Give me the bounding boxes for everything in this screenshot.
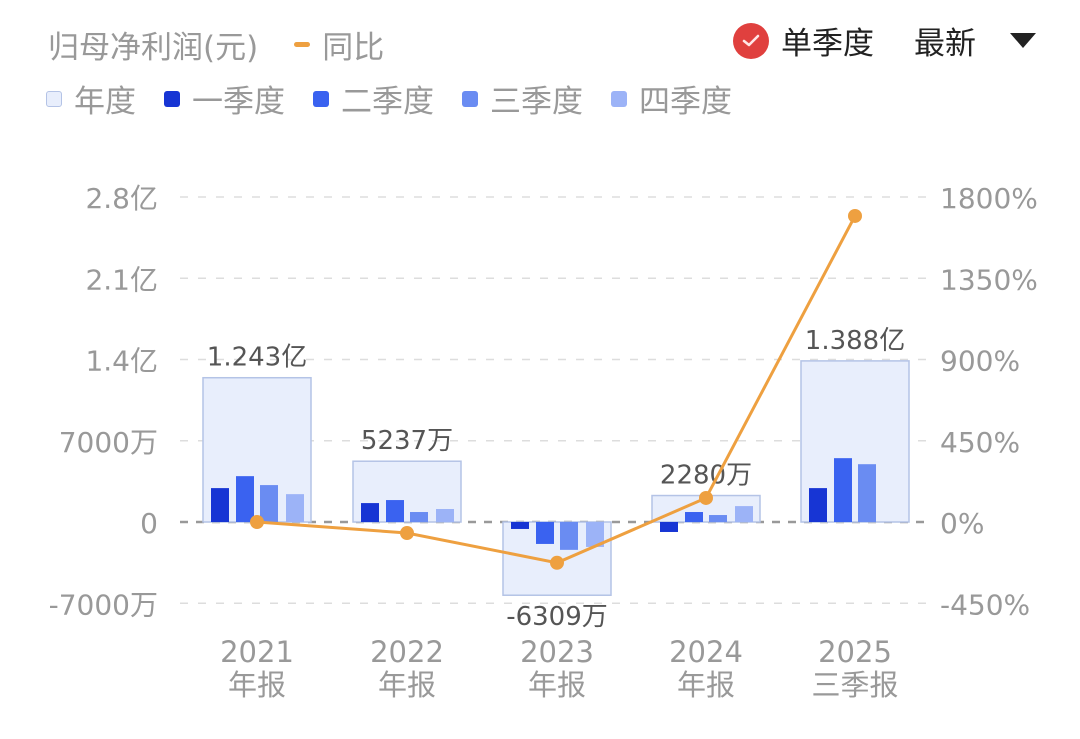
- chart-controls: 单季度 最新: [733, 18, 1036, 63]
- legend-item-q2[interactable]: 二季度: [313, 76, 434, 121]
- line-legend-swatch: [294, 42, 311, 47]
- legend-item-annual[interactable]: 年度: [46, 76, 136, 121]
- line-legend-label[interactable]: 同比: [322, 30, 385, 66]
- x-axis-period: 三季报: [811, 668, 898, 702]
- yoy-point[interactable]: [699, 490, 713, 505]
- dropdown-value: 最新: [914, 26, 976, 62]
- quarter-bar[interactable]: [685, 512, 703, 522]
- quarter-bar[interactable]: [536, 522, 554, 544]
- x-axis-period: 年报: [228, 668, 286, 702]
- quarter-bar[interactable]: [660, 522, 678, 532]
- annual-value-label: 5237万: [361, 426, 453, 456]
- quarter-bar[interactable]: [809, 488, 827, 522]
- legend-swatch: [313, 90, 329, 107]
- quarter-bar[interactable]: [560, 522, 578, 550]
- quarter-bar[interactable]: [286, 494, 304, 522]
- yoy-point[interactable]: [400, 526, 414, 541]
- period-dropdown[interactable]: 最新: [914, 18, 1036, 63]
- chart-header: 归母净利润(元) 同比: [48, 22, 384, 67]
- y2-axis-tick: 0%: [940, 507, 984, 540]
- y-axis-tick: 2.1亿: [85, 263, 158, 296]
- quarter-bar[interactable]: [410, 512, 428, 522]
- y-axis-tick: 2.8亿: [85, 182, 158, 215]
- y-axis-tick: -7000万: [49, 588, 158, 621]
- legend-item-q1[interactable]: 一季度: [164, 76, 285, 121]
- x-axis-year: 2021: [220, 635, 294, 669]
- legend-swatch: [611, 90, 627, 107]
- x-axis-year: 2025: [818, 635, 892, 669]
- legend-swatch: [164, 90, 180, 107]
- legend-swatch: [462, 90, 478, 107]
- y2-axis-tick: -450%: [940, 588, 1030, 621]
- legend-label: 四季度: [639, 84, 732, 120]
- yoy-point[interactable]: [848, 208, 862, 223]
- legend-item-q3[interactable]: 三季度: [462, 76, 583, 121]
- x-axis-year: 2024: [669, 635, 743, 669]
- yoy-point[interactable]: [250, 515, 264, 529]
- legend-label: 三季度: [490, 84, 583, 120]
- quarter-bar[interactable]: [586, 522, 604, 547]
- quarter-bar[interactable]: [858, 464, 876, 522]
- quarter-bar[interactable]: [260, 485, 278, 522]
- y-axis-tick: 0: [140, 507, 158, 540]
- legend-label: 年度: [74, 84, 136, 120]
- x-axis-period: 年报: [677, 668, 735, 702]
- legend-label: 一季度: [192, 84, 285, 120]
- y-axis-tick: 1.4亿: [85, 345, 158, 378]
- quarter-bar[interactable]: [361, 503, 379, 522]
- yoy-line: [256, 215, 857, 565]
- legend-swatch: [46, 90, 62, 107]
- legend-item-q4[interactable]: 四季度: [611, 76, 732, 121]
- check-icon: [733, 22, 769, 59]
- quarter-bar[interactable]: [211, 488, 229, 522]
- chart-title: 归母净利润(元): [48, 30, 259, 66]
- annual-value-label: -6309万: [506, 602, 608, 632]
- x-axis-period: 年报: [378, 668, 436, 702]
- x-axis-year: 2022: [370, 635, 444, 669]
- single-quarter-toggle[interactable]: 单季度: [733, 18, 874, 63]
- quarter-bar[interactable]: [709, 515, 727, 522]
- y2-axis-tick: 450%: [940, 426, 1020, 459]
- quarter-bar[interactable]: [236, 476, 254, 522]
- quarter-bar[interactable]: [436, 509, 454, 522]
- x-axis-year: 2023: [520, 635, 594, 669]
- quarter-bar[interactable]: [735, 506, 753, 522]
- y-axis-tick: 7000万: [59, 426, 158, 459]
- y2-axis-tick: 1800%: [940, 182, 1038, 215]
- x-axis-period: 年报: [528, 668, 586, 702]
- annual-value-label: 1.243亿: [207, 343, 307, 373]
- annual-value-label: 1.388亿: [805, 326, 905, 356]
- series-legend: 年度 一季度 二季度 三季度 四季度: [46, 76, 760, 121]
- quarter-bar[interactable]: [386, 500, 404, 522]
- annual-value-label: 2280万: [660, 461, 752, 491]
- y2-axis-tick: 900%: [940, 345, 1020, 378]
- yoy-point[interactable]: [550, 555, 564, 570]
- quarter-bar[interactable]: [511, 522, 529, 529]
- quarter-bar[interactable]: [834, 458, 852, 522]
- legend-label: 二季度: [341, 84, 434, 120]
- chevron-down-icon: [1010, 33, 1036, 48]
- y2-axis-tick: 1350%: [940, 263, 1038, 296]
- toggle-label: 单季度: [781, 26, 874, 62]
